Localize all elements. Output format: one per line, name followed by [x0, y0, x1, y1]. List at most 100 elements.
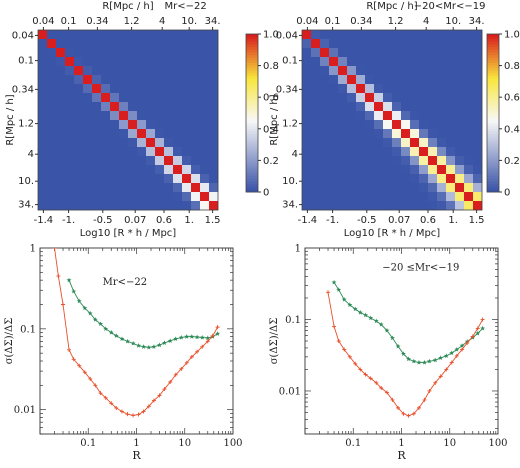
heatmap-cell: [74, 147, 84, 157]
heatmap-cell: [173, 201, 183, 211]
colorbar-segment: [487, 94, 499, 98]
heatmap-cell: [428, 147, 438, 157]
heatmap-cell: [401, 111, 411, 121]
data-point-plus: [146, 404, 151, 409]
colorbar-segment: [246, 39, 258, 43]
heatmap-cell: [329, 174, 339, 184]
heatmap-cell: [164, 111, 174, 121]
colorbar-segment: [246, 60, 258, 64]
data-point-plus: [119, 409, 124, 414]
colorbar-segment: [246, 141, 258, 145]
heatmap-cell: [338, 75, 348, 85]
heatmap-cell: [356, 75, 366, 85]
heatmap-cell: [164, 165, 174, 175]
heatmap-cell: [464, 111, 474, 121]
heatmap-cell: [338, 102, 348, 112]
heatmap-cell: [191, 138, 201, 148]
colorbar-segment: [246, 165, 258, 169]
colorbar-segment: [487, 81, 499, 85]
series-group: [331, 279, 486, 365]
y-tick-label: 1: [30, 244, 36, 255]
bottom-tick-label: -1.: [62, 215, 75, 226]
colorbar-segment: [487, 107, 499, 111]
heatmap-cell: [155, 192, 165, 202]
colorbar-segment: [487, 189, 499, 193]
heatmap-cell: [464, 201, 474, 211]
heatmap-cell: [446, 48, 456, 58]
heatmap-cell: [392, 30, 402, 40]
heatmap-cell: [320, 102, 330, 112]
heatmap-cell: [110, 75, 120, 85]
heatmap-cell: [209, 201, 219, 211]
bottom-tick-label: -1.4: [34, 215, 54, 226]
data-point-star: [459, 343, 465, 348]
heatmap-cell: [128, 102, 138, 112]
heatmap-cell: [329, 57, 339, 67]
heatmap-cell: [455, 30, 465, 40]
left-tick-label: 0.04: [276, 30, 298, 41]
heatmap-cell: [119, 30, 129, 40]
colorbar-segment: [487, 178, 499, 182]
heatmap-cell: [320, 93, 330, 103]
heatmap-cell: [164, 84, 174, 94]
heatmap-cell: [110, 93, 120, 103]
heatmap-cell: [65, 30, 75, 40]
heatmap-cell: [383, 129, 393, 139]
heatmap-cell: [119, 39, 129, 49]
colorbar-segment: [246, 49, 258, 53]
data-point-star: [454, 346, 460, 352]
heatmap-cell: [455, 165, 465, 175]
left-tick-label: 1.2: [18, 119, 34, 130]
colorbar-segment: [246, 157, 258, 161]
heatmap-cell: [329, 48, 339, 58]
heatmap-cell: [329, 120, 339, 130]
heatmap-cell: [200, 156, 210, 166]
heatmap-cell: [455, 84, 465, 94]
heatmap-cell: [65, 93, 75, 103]
heatmap-cell: [419, 165, 429, 175]
heatmap-cell: [74, 201, 84, 211]
data-point-star: [92, 317, 98, 322]
colorbar-segment: [487, 165, 499, 169]
heatmap-cell: [128, 183, 138, 193]
heatmap-cell: [101, 192, 111, 202]
colorbar-segment: [487, 105, 499, 109]
colorbar-segment: [487, 57, 499, 61]
heatmap-cell: [209, 192, 219, 202]
heatmap-cell: [320, 75, 330, 85]
heatmap-cell: [437, 192, 447, 202]
heatmap-cell: [56, 138, 66, 148]
x-axis-title: R: [397, 449, 406, 462]
heatmap-cell: [200, 138, 210, 148]
heatmap-cell: [164, 147, 174, 157]
heatmap-cell: [365, 30, 375, 40]
heatmap-cell: [56, 39, 66, 49]
heatmap-cell: [338, 39, 348, 49]
heatmap-cell: [347, 201, 357, 211]
heatmap-cell: [191, 129, 201, 139]
heatmap-cell: [38, 174, 48, 184]
heatmap-cell: [455, 129, 465, 139]
heatmap-cell: [338, 48, 348, 58]
colorbar-segment: [487, 149, 499, 153]
colorbar-segment: [246, 102, 258, 106]
heatmap-cell: [137, 39, 147, 49]
data-point-star: [352, 306, 358, 312]
heatmap-cell: [128, 48, 138, 58]
heatmap-cell: [392, 39, 402, 49]
data-point-plus: [205, 339, 210, 344]
bottom-axis-title: Log10 [R * h / Mpc]: [344, 228, 441, 239]
heatmap-cell: [74, 93, 84, 103]
heatmap-cell: [47, 66, 57, 76]
heatmap-cell: [464, 66, 474, 76]
data-point-plus: [396, 405, 401, 410]
left-tick-label: 34.: [282, 200, 298, 211]
colorbar-segment: [487, 113, 499, 117]
heatmap-cell: [56, 201, 66, 211]
bottom-tick-label: -1.: [326, 215, 339, 226]
colorbar-segment: [487, 44, 499, 48]
heatmap-cell: [182, 147, 192, 157]
heatmap-cell: [401, 66, 411, 76]
heatmap-cell: [119, 48, 129, 58]
heatmap-cell: [446, 30, 456, 40]
